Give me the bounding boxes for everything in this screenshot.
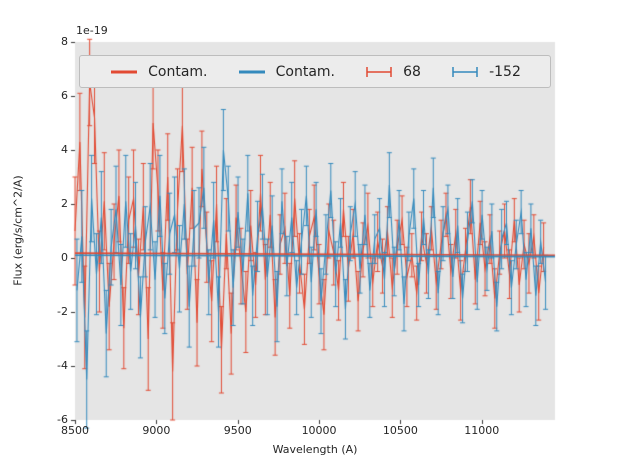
legend: Contam. Contam. 68 -152 <box>79 55 551 88</box>
y-axis-label: Flux (erg/s/cm^2/A) <box>11 175 25 286</box>
legend-label: -152 <box>489 63 521 80</box>
legend-label: Contam. <box>275 63 335 80</box>
y-tick-label: 0 <box>61 251 68 264</box>
x-tick-label: 8500 <box>61 424 89 437</box>
legend-errorbar-glyph <box>452 66 478 77</box>
legend-item: Contam. <box>237 64 335 80</box>
y-axis-offset-text: 1e-19 <box>76 24 108 37</box>
y-tick-label: 8 <box>61 35 68 48</box>
legend-item: 68 <box>364 64 421 80</box>
x-tick-label: 9500 <box>223 424 252 437</box>
legend-item: Contam. <box>109 63 208 80</box>
y-tick-label: 6 <box>61 89 68 102</box>
y-tick-label: 2 <box>61 197 68 210</box>
y-tick-label: -6 <box>57 413 68 426</box>
legend-label: Contam. <box>148 63 208 80</box>
x-tick-label: 10000 <box>301 424 337 437</box>
legend-label: 68 <box>403 63 421 80</box>
legend-line-glyph <box>238 70 265 73</box>
legend-line-glyph <box>111 70 138 73</box>
y-tick-label: -4 <box>57 359 68 372</box>
y-tick-label: -2 <box>57 305 68 318</box>
x-tick-label: 10500 <box>382 424 418 437</box>
legend-item: -152 <box>450 64 521 80</box>
y-tick-label: 4 <box>61 143 68 156</box>
legend-errorbar-glyph <box>366 66 392 77</box>
x-tick-label: 9000 <box>142 424 171 437</box>
x-axis-label: Wavelength (A) <box>272 443 358 456</box>
x-tick-label: 11000 <box>464 424 500 437</box>
